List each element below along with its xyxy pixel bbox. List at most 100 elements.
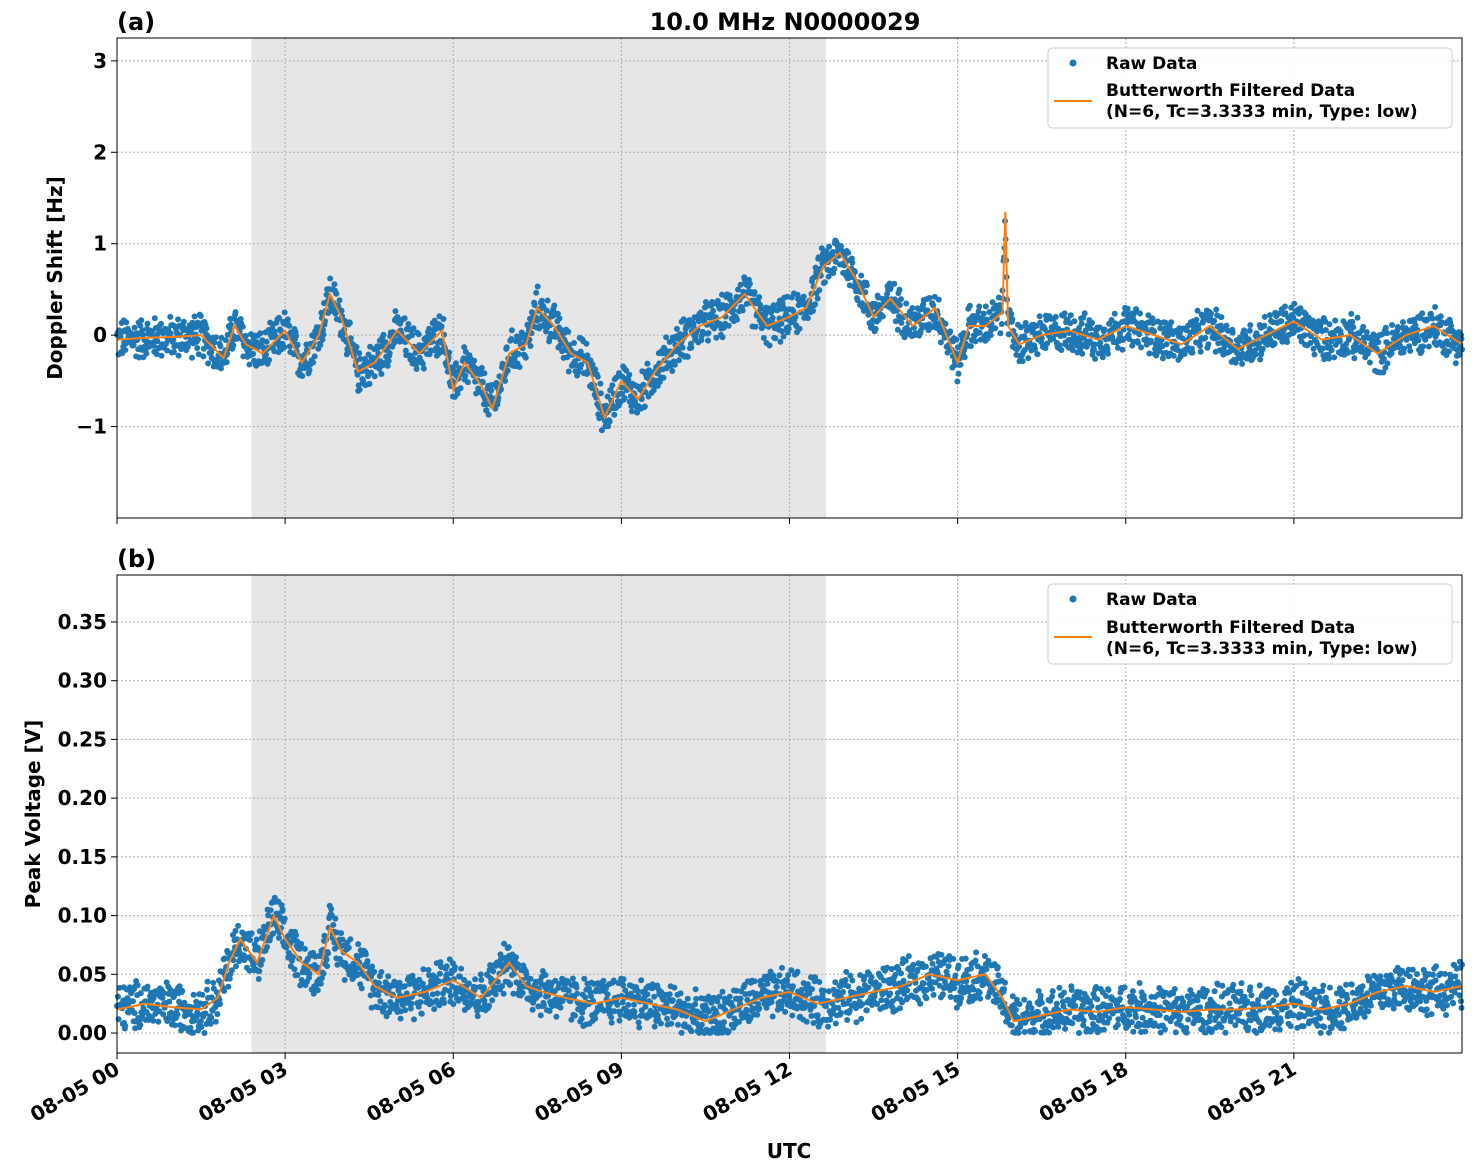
raw-data-point [158, 352, 165, 359]
raw-data-point [1312, 997, 1318, 1004]
raw-data-point [1179, 335, 1186, 342]
raw-data-point [770, 302, 777, 309]
raw-data-point [212, 334, 219, 341]
raw-data-point [951, 362, 958, 369]
raw-data-point [623, 1007, 630, 1014]
raw-data-point [1183, 1024, 1190, 1031]
raw-data-point [426, 325, 433, 332]
raw-data-point [341, 977, 348, 983]
raw-data-point [1061, 332, 1067, 339]
raw-data-point [808, 1013, 815, 1019]
raw-data-point [1136, 980, 1143, 986]
raw-data-point [922, 963, 929, 970]
raw-data-point [332, 915, 339, 922]
raw-data-point [1199, 1024, 1206, 1031]
raw-data-point [227, 321, 234, 328]
raw-data-point [789, 1012, 796, 1019]
raw-data-point [538, 297, 545, 304]
raw-data-point [543, 307, 550, 314]
raw-data-point [507, 981, 514, 988]
raw-data-point [572, 1012, 578, 1019]
raw-data-point [364, 958, 371, 965]
raw-data-point [199, 991, 206, 998]
raw-data-point [1247, 322, 1254, 329]
raw-data-point [527, 343, 534, 349]
raw-data-point [1121, 984, 1128, 991]
raw-data-point [477, 971, 484, 978]
raw-data-point [259, 957, 266, 963]
raw-data-point [333, 290, 340, 297]
raw-data-point [457, 973, 464, 980]
raw-data-point [1354, 314, 1361, 321]
raw-data-point [871, 993, 878, 1000]
raw-data-point [1124, 1017, 1131, 1024]
raw-data-point [673, 325, 680, 332]
raw-data-point [1151, 328, 1158, 335]
raw-data-point [441, 1000, 448, 1006]
raw-data-point [150, 342, 157, 349]
raw-data-point [825, 1023, 832, 1030]
raw-data-point [1296, 310, 1302, 317]
raw-data-point [1219, 982, 1226, 989]
raw-data-point [462, 372, 469, 379]
raw-data-point [1089, 320, 1095, 326]
raw-data-point [306, 367, 313, 374]
raw-data-point [166, 998, 173, 1005]
raw-data-point [1026, 1000, 1033, 1007]
raw-data-point [176, 983, 183, 990]
raw-data-point [323, 956, 330, 963]
raw-data-point [294, 972, 301, 978]
raw-data-point [1002, 979, 1008, 986]
raw-data-point [551, 302, 558, 309]
raw-data-point [889, 998, 896, 1005]
raw-data-point [1331, 354, 1338, 361]
raw-data-point [1239, 360, 1246, 367]
raw-data-point [354, 371, 361, 378]
raw-data-point [232, 928, 239, 934]
shaded-region [251, 38, 826, 518]
raw-data-point [610, 977, 617, 984]
raw-data-point [608, 1014, 615, 1021]
raw-data-point [1194, 307, 1201, 314]
raw-data-point [1078, 320, 1085, 327]
raw-data-point [290, 954, 296, 961]
raw-data-point [1290, 1012, 1297, 1019]
raw-data-point [1005, 331, 1012, 338]
raw-data-point [198, 1024, 205, 1030]
raw-data-point [299, 373, 306, 379]
raw-data-point [920, 301, 927, 308]
raw-data-point [868, 974, 875, 981]
raw-data-point [499, 983, 505, 990]
raw-data-point [898, 296, 904, 303]
raw-data-point [1350, 324, 1357, 331]
raw-data-point [811, 1003, 818, 1009]
raw-data-point [214, 1011, 221, 1018]
raw-data-point [492, 991, 499, 998]
raw-data-point [446, 988, 453, 995]
raw-data-point [480, 984, 487, 991]
raw-data-point [189, 354, 195, 361]
raw-data-point [651, 993, 658, 1000]
raw-data-point [1206, 1018, 1213, 1025]
raw-data-point [782, 1008, 789, 1015]
raw-data-point [353, 344, 360, 350]
raw-data-point [733, 987, 740, 994]
raw-data-point [917, 1000, 924, 1007]
raw-data-point [1183, 1029, 1190, 1036]
raw-data-point [200, 353, 207, 360]
raw-data-point [338, 307, 345, 314]
raw-data-point [1308, 1011, 1315, 1018]
raw-data-point [816, 979, 823, 985]
raw-data-point [187, 1024, 194, 1031]
raw-data-point [1100, 1026, 1107, 1033]
raw-data-point [546, 1008, 553, 1014]
figure-title: 10.0 MHz N0000029 [650, 8, 921, 36]
raw-data-point [1347, 328, 1354, 335]
raw-data-point [170, 336, 177, 343]
raw-data-point [237, 316, 244, 322]
raw-data-point [619, 999, 626, 1006]
raw-data-point [1195, 325, 1202, 332]
raw-data-point [211, 339, 218, 346]
raw-data-point [568, 1016, 575, 1023]
